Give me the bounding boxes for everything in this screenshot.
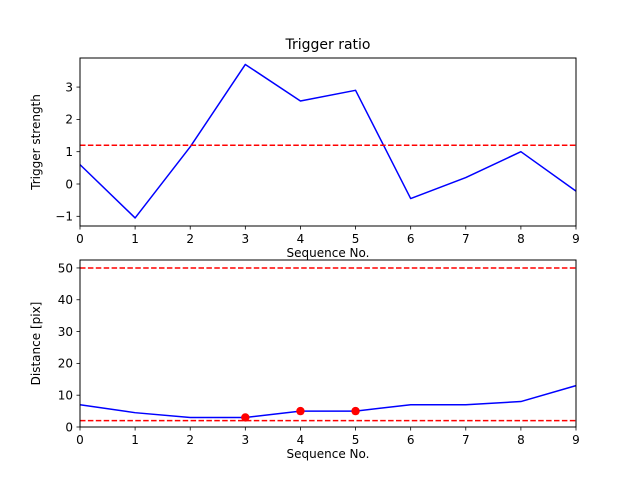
y-tick-label: 30 <box>58 325 73 339</box>
x-tick-label: 8 <box>517 232 525 246</box>
y-tick-label: 10 <box>58 388 73 402</box>
x-tick-label: 7 <box>462 232 470 246</box>
y-tick-label: 0 <box>65 177 73 191</box>
x-tick-label: 5 <box>352 232 360 246</box>
y-axis-label: Trigger strength <box>29 94 43 191</box>
x-tick-label: 1 <box>131 433 139 447</box>
x-tick-label: 8 <box>517 433 525 447</box>
x-tick-label: 4 <box>297 232 305 246</box>
y-axis-label: Distance [pix] <box>29 302 43 386</box>
x-tick-label: 2 <box>186 433 194 447</box>
chart-title: Trigger ratio <box>284 37 370 53</box>
x-tick-label: 1 <box>131 232 139 246</box>
x-tick-label: 6 <box>407 433 415 447</box>
axes-frame <box>79 57 577 227</box>
axes-frame <box>79 259 577 428</box>
x-tick-label: 4 <box>297 433 305 447</box>
chart-2: 0 1 2 3 4 5 6 7 8 9 0 10 20 30 40 50 Sequence No. Distanc… <box>29 259 580 461</box>
x-tick-label: 5 <box>352 433 360 447</box>
x-axis-label: Sequence No. <box>287 447 370 461</box>
y-tick-label: 40 <box>58 293 73 307</box>
y-tick-label: 0 <box>65 420 73 434</box>
x-tick-label: 3 <box>242 433 250 447</box>
x-tick-label: 7 <box>462 433 470 447</box>
y-tick-label: −1 <box>55 210 73 224</box>
y-tick-label: 3 <box>65 80 73 94</box>
highlight-point-2 <box>296 406 305 416</box>
y-tick-label: 2 <box>65 113 73 127</box>
x-tick-label: 6 <box>407 232 415 246</box>
series-line-1 <box>79 384 577 419</box>
y-tick-label: 20 <box>58 357 73 371</box>
highlight-point-3 <box>351 406 360 416</box>
x-tick-label: 2 <box>186 232 194 246</box>
x-axis-label: Sequence No. <box>287 246 370 260</box>
x-tick-label: 3 <box>242 232 250 246</box>
x-tick-label: 9 <box>572 232 580 246</box>
highlight-point-1 <box>241 413 250 422</box>
x-tick-label: 9 <box>572 433 580 447</box>
y-tick-label: 50 <box>58 261 73 275</box>
x-tick-label: 0 <box>76 232 84 246</box>
x-tick-label: 0 <box>76 433 84 447</box>
series-line-1 <box>79 63 577 219</box>
y-tick-label: 1 <box>65 145 73 159</box>
